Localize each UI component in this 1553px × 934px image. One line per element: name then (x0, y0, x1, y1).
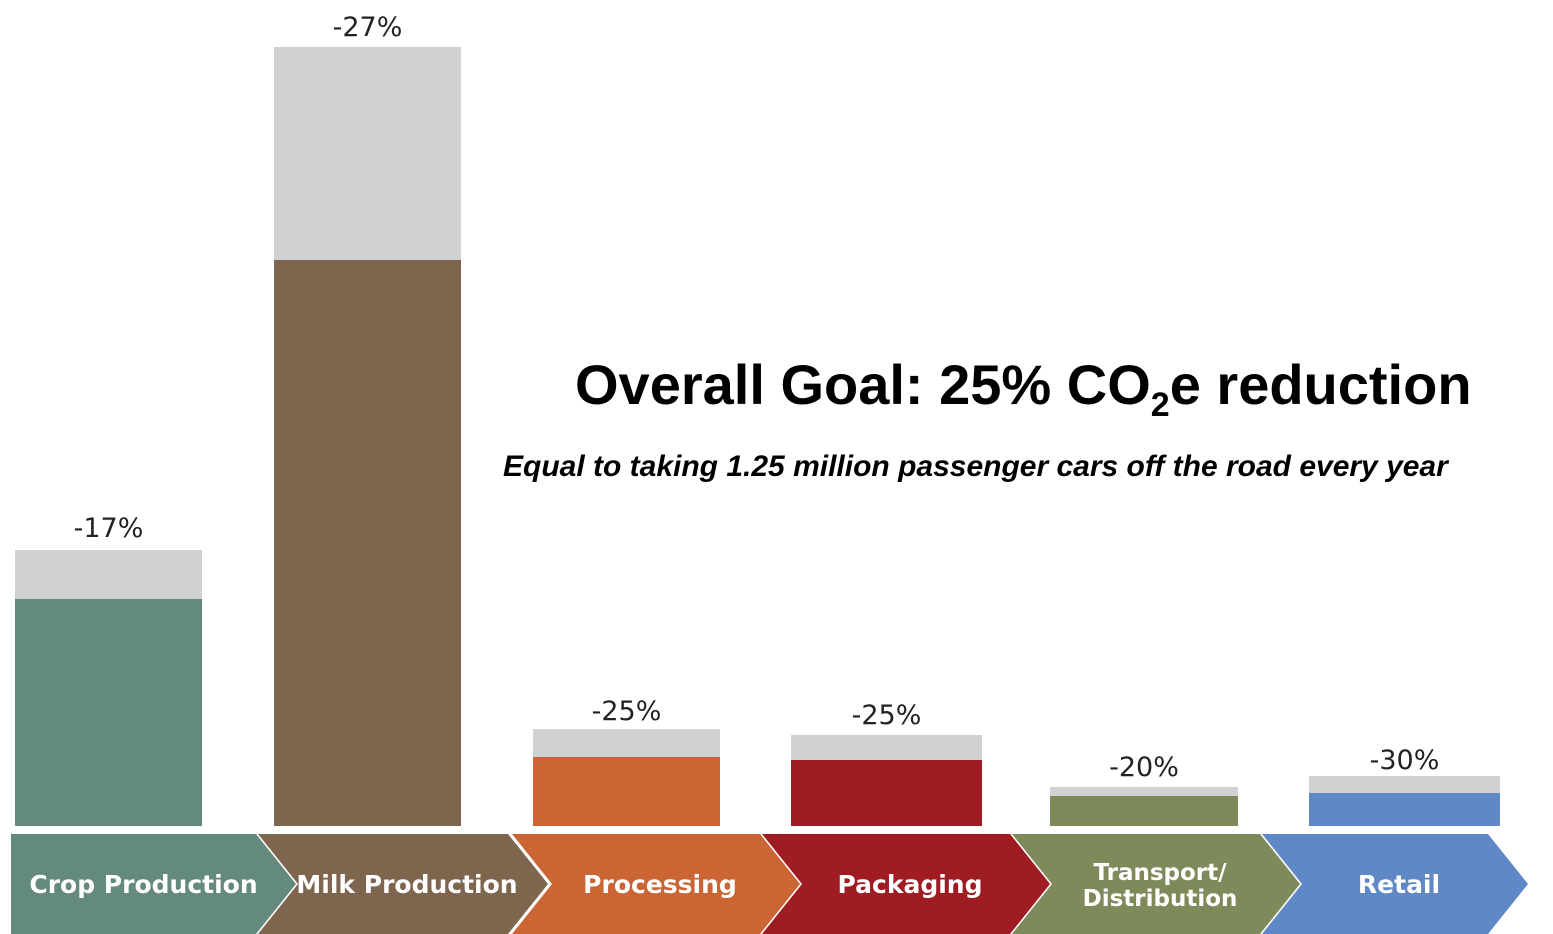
data-label: -30% (1370, 745, 1440, 776)
reduction-segment (274, 47, 461, 260)
footprint-bar (1309, 793, 1500, 826)
stage-chevron (512, 834, 800, 934)
data-label: -25% (592, 696, 662, 727)
footprint-bar (274, 260, 461, 826)
goal-title: Overall Goal: 25% CO2e reduction (575, 352, 1472, 425)
goal-title-text: Overall Goal: 25% CO (575, 353, 1151, 416)
data-label: -17% (74, 513, 144, 544)
data-label: -25% (852, 700, 922, 731)
goal-subtitle: Equal to taking 1.25 million passenger c… (503, 450, 1448, 483)
stage-label: Crop Production (29, 870, 257, 899)
goal-title-suffix: e reduction (1169, 353, 1472, 416)
stage-label: Distribution (1083, 886, 1238, 912)
stage-label: Transport/ (1093, 860, 1227, 886)
footprint-bar (533, 757, 720, 826)
stage-label: Retail (1358, 870, 1440, 899)
reduction-segment (1309, 776, 1500, 793)
stage-label: Milk Production (296, 870, 517, 899)
goal-title-subscript: 2 (1150, 386, 1170, 424)
stage-label: Packaging (838, 870, 983, 899)
reduction-segment (15, 550, 202, 599)
stage-label: Processing (583, 870, 737, 899)
footprint-bar (15, 599, 202, 826)
data-label: -27% (333, 12, 403, 43)
reduction-segment (1050, 787, 1238, 796)
reduction-segment (533, 729, 720, 757)
stage-chevron (11, 834, 296, 934)
stage-chevron (762, 834, 1050, 934)
data-label: -20% (1109, 752, 1179, 783)
reduction-segment (791, 735, 982, 760)
footprint-bar (1050, 796, 1238, 826)
stage-chevron (1262, 834, 1528, 934)
stage-chevron (1012, 834, 1300, 934)
stage-chevron (258, 834, 548, 934)
footprint-bar (791, 760, 982, 826)
